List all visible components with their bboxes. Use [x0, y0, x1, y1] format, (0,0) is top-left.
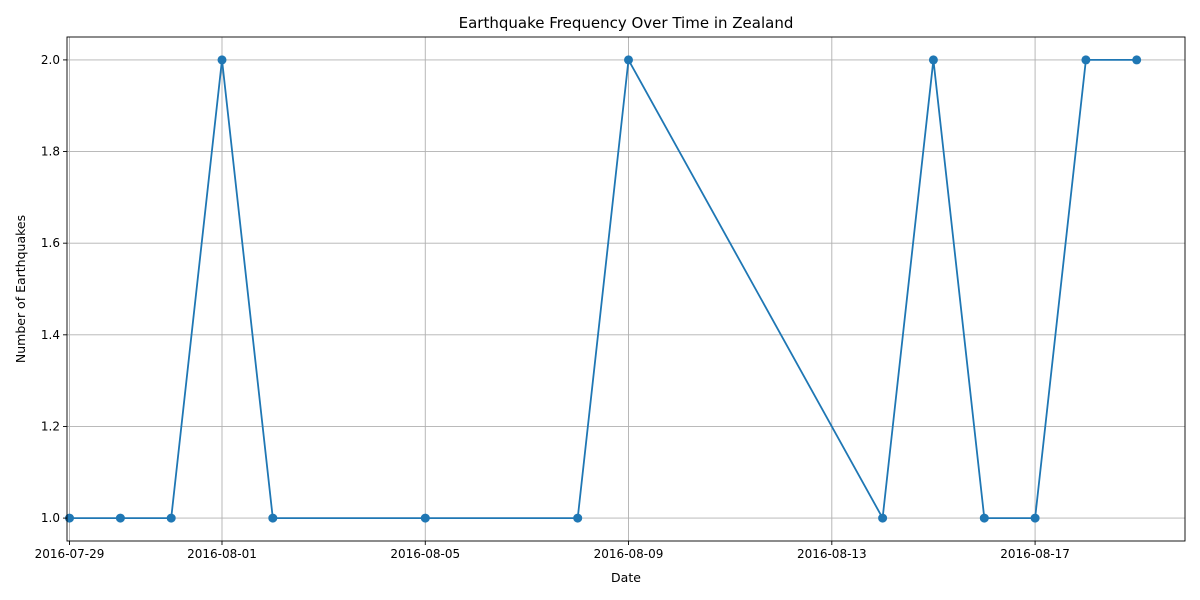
grid [67, 37, 1185, 541]
y-axis-label: Number of Earthquakes [13, 215, 28, 363]
y-tick-label: 1.4 [41, 328, 60, 342]
y-tick-label: 1.0 [41, 511, 60, 525]
chart-title: Earthquake Frequency Over Time in Zealan… [459, 14, 794, 32]
y-tick-label: 2.0 [41, 53, 60, 67]
y-tick-label: 1.8 [41, 145, 60, 159]
plot-frame [66, 36, 1186, 542]
x-tick-label: 2016-08-05 [390, 547, 460, 561]
data-point [928, 55, 938, 65]
data-point [624, 55, 633, 65]
data-point [979, 513, 989, 523]
x-tick-label: 2016-07-29 [35, 547, 105, 561]
x-axis-label: Date [611, 570, 641, 585]
data-point [573, 513, 583, 523]
data-point [217, 55, 227, 65]
y-tick-label: 1.2 [41, 419, 60, 433]
x-tick-label: 2016-08-01 [187, 547, 257, 561]
data-point [166, 513, 176, 523]
data-point [1030, 513, 1040, 523]
data-point [268, 513, 278, 523]
data-point [878, 513, 888, 523]
data-point [420, 513, 430, 523]
x-tick-label: 2016-08-09 [594, 547, 664, 561]
x-tick-label: 2016-08-17 [1000, 547, 1070, 561]
x-axis: 2016-07-29 2016-08-01 2016-08-05 2016-08-09… [35, 541, 1070, 561]
x-tick-label: 2016-08-13 [797, 547, 867, 561]
data-point [1132, 55, 1142, 65]
y-tick-label: 1.6 [41, 236, 60, 250]
data-point [1081, 55, 1091, 65]
y-axis: 1.0 1.2 1.4 1.6 1.8 2.0 [41, 53, 67, 525]
series-line [69, 59, 1137, 519]
data-point [115, 513, 125, 523]
